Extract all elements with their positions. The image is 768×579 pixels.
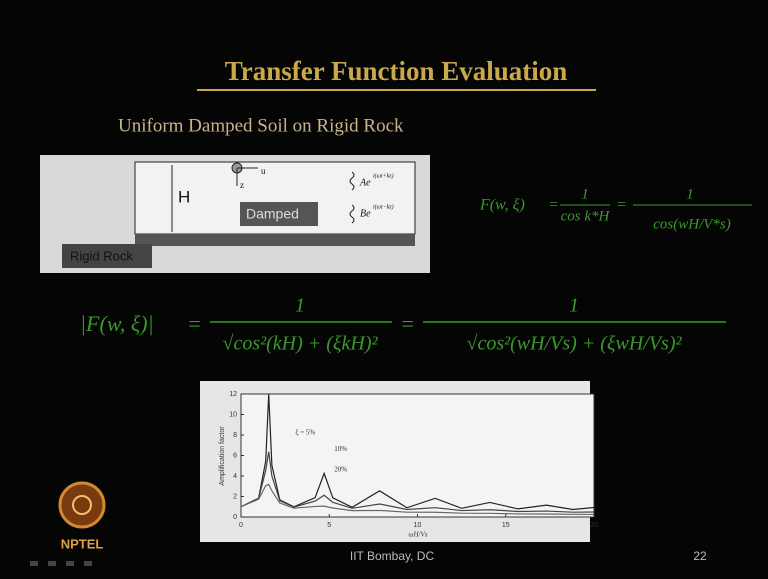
u-label: u bbox=[261, 166, 266, 176]
slide: Transfer Function Evaluation Uniform Dam… bbox=[0, 0, 768, 579]
x-tick-label: 10 bbox=[414, 522, 422, 529]
eq2-den-2: √cos²(wH/Vs) + (ξwH/Vs)² bbox=[466, 333, 682, 355]
y-tick-label: 2 bbox=[233, 493, 237, 500]
z-label: z bbox=[240, 180, 244, 190]
eq1-lhs: F(w, ξ) bbox=[479, 197, 525, 214]
footer-center: IIT Bombay, DC bbox=[350, 549, 435, 563]
toolbar-icon bbox=[84, 561, 92, 566]
eq2-num-2: 1 bbox=[569, 295, 579, 317]
h-label: H bbox=[178, 187, 190, 206]
logo-emblem bbox=[60, 483, 104, 527]
damped-label: Damped bbox=[246, 206, 299, 222]
curve-label: ξ = 5% bbox=[295, 429, 315, 437]
x-tick-label: 5 bbox=[327, 522, 331, 529]
toolbar-icon bbox=[30, 561, 38, 566]
logo-text: NPTEL bbox=[61, 536, 104, 551]
toolbar-icon bbox=[48, 561, 56, 566]
wave-b-exp: i(ωt−kz) bbox=[373, 203, 394, 210]
wave-a-exp: i(ωt+kz) bbox=[373, 172, 394, 179]
y-axis-label: Amplification factor bbox=[219, 426, 226, 486]
eq2-equals: = bbox=[187, 311, 202, 336]
curve-label: 20% bbox=[334, 465, 347, 473]
eq1-num-1: 1 bbox=[581, 186, 589, 202]
soil-diagram: Rigid Rock H Damped u z Ae i(ωt+kz) Be i… bbox=[40, 155, 430, 273]
eq2-lhs: |F(w, ξ)| bbox=[80, 311, 154, 336]
y-tick-label: 6 bbox=[233, 452, 237, 459]
nptel-logo: NPTEL bbox=[60, 483, 104, 551]
y-tick-label: 8 bbox=[233, 432, 237, 439]
x-tick-label: 20 bbox=[590, 522, 598, 529]
y-tick-label: 10 bbox=[229, 411, 237, 418]
rock-label: Rigid Rock bbox=[70, 248, 133, 263]
y-tick-label: 4 bbox=[233, 473, 237, 480]
curve-label: 10% bbox=[334, 445, 347, 453]
amplification-figure: Amplification factor ωH/Vs 0 2 4 6 8 10 12 0 5 10… bbox=[200, 381, 598, 542]
eq1-den-1: cos k*H bbox=[561, 208, 611, 224]
page-number: 22 bbox=[693, 549, 707, 563]
y-tick-label: 0 bbox=[233, 514, 237, 521]
slide-title: Transfer Function Evaluation bbox=[225, 56, 568, 86]
plot-area bbox=[241, 394, 594, 517]
y-tick-label: 12 bbox=[229, 391, 237, 398]
eq2-equals: = bbox=[400, 311, 415, 336]
eq2-num-1: 1 bbox=[295, 295, 305, 317]
eq1-num-2: 1 bbox=[686, 186, 694, 202]
toolbar-icon bbox=[66, 561, 74, 566]
wave-a-base: Ae bbox=[359, 177, 371, 188]
eq1-equals: = bbox=[616, 197, 627, 214]
eq2-den-1: √cos²(kH) + (ξkH)² bbox=[223, 333, 379, 355]
x-tick-label: 0 bbox=[239, 522, 243, 529]
x-axis-label: ωH/Vs bbox=[409, 531, 428, 539]
x-tick-label: 15 bbox=[502, 522, 510, 529]
eq1-den-2: cos(wH/V*s) bbox=[653, 216, 731, 232]
rock-hatch bbox=[135, 234, 415, 246]
eq1-equals: = bbox=[548, 197, 559, 214]
wave-b-base: Be bbox=[360, 208, 371, 219]
subtitle: Uniform Damped Soil on Rigid Rock bbox=[118, 115, 404, 136]
